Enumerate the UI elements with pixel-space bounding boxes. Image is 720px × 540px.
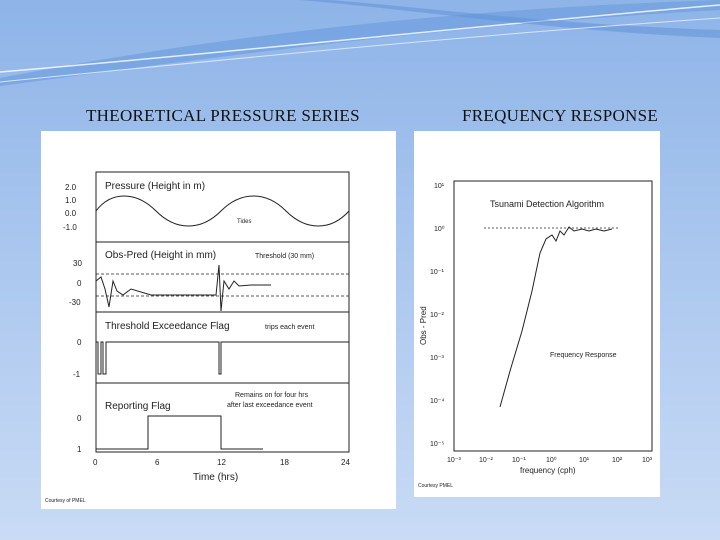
panel-annotation-remains: Remains on for four hrs bbox=[235, 392, 309, 399]
panel-title-reporting: Reporting Flag bbox=[105, 401, 171, 412]
xtick-frequency: 10⁰ bbox=[546, 456, 557, 464]
xtick-frequency: 10⁻¹ bbox=[512, 457, 526, 464]
ytick-response: 10¹ bbox=[434, 183, 445, 190]
ytick-pressure: 1.0 bbox=[65, 196, 77, 205]
ytick-response: 10⁻² bbox=[430, 312, 444, 319]
xtick-frequency: 10² bbox=[612, 457, 623, 464]
x-axis-label: frequency (cph) bbox=[520, 466, 576, 475]
x-axis-label: Time (hrs) bbox=[193, 472, 238, 483]
panel-annotation-after: after last exceedance event bbox=[227, 402, 313, 409]
xtick-frequency: 10⁻² bbox=[479, 457, 493, 464]
pressure-series-figure: Pressure (Height in m) Tides Obs-Pred (H… bbox=[41, 131, 396, 509]
left-heading: THEORETICAL PRESSURE SERIES bbox=[86, 106, 360, 125]
ytick-pressure: 0.0 bbox=[65, 209, 77, 218]
reporting-flag-trace bbox=[96, 415, 263, 450]
credit-right: Courtesy PMEL bbox=[418, 483, 453, 489]
exceedance-flag-trace bbox=[96, 341, 349, 375]
xtick-frequency: 10³ bbox=[642, 457, 653, 464]
xtick-frequency: 10⁻³ bbox=[447, 457, 461, 464]
ytick-response: 10⁻⁵ bbox=[430, 441, 444, 448]
xtick-time: 24 bbox=[341, 458, 350, 467]
y-axis-label: Obs - Pred bbox=[419, 306, 428, 345]
ytick-response: 10⁻⁴ bbox=[430, 398, 445, 405]
xtick-time: 0 bbox=[93, 458, 98, 467]
ytick-response: 10⁻¹ bbox=[430, 269, 444, 276]
credit-left: Courtesy of PMEL bbox=[45, 498, 86, 504]
panel-annotation-threshold: Threshold (30 mm) bbox=[255, 253, 314, 260]
tide-sine-curve bbox=[95, 195, 350, 227]
ytick-reporting: 0 bbox=[77, 414, 82, 423]
ytick-response: 10⁰ bbox=[434, 225, 445, 233]
ytick-pressure: -1.0 bbox=[63, 223, 77, 232]
xtick-time: 6 bbox=[155, 458, 160, 467]
response-title: Tsunami Detection Algorithm bbox=[490, 199, 604, 209]
right-heading: FREQUENCY RESPONSE bbox=[462, 106, 659, 125]
panel-title-pressure: Pressure (Height in m) bbox=[105, 181, 205, 192]
panel-title-exceedance: Threshold Exceedance Flag bbox=[105, 321, 230, 332]
panel-annotation-trips: trips each event bbox=[265, 324, 314, 331]
ytick-obs-pred: -30 bbox=[69, 298, 81, 307]
ytick-pressure: 2.0 bbox=[65, 183, 77, 192]
frequency-response-figure: Tsunami Detection Algorithm Frequency Re… bbox=[414, 131, 660, 497]
ytick-exceedance: -1 bbox=[73, 370, 81, 379]
xtick-frequency: 10¹ bbox=[579, 457, 590, 464]
plot-frame bbox=[453, 180, 653, 452]
xtick-time: 18 bbox=[280, 458, 289, 467]
header-swoosh-decoration bbox=[0, 0, 720, 86]
ytick-response: 10⁻³ bbox=[430, 355, 444, 362]
ytick-reporting: 1 bbox=[77, 445, 82, 454]
ytick-obs-pred: 30 bbox=[73, 259, 82, 268]
obs-pred-curve bbox=[95, 264, 271, 312]
panel-title-obs-pred: Obs-Pred (Height in mm) bbox=[105, 250, 216, 261]
ytick-obs-pred: 0 bbox=[77, 279, 82, 288]
panel-annotation-tides: Tides bbox=[237, 219, 251, 225]
frequency-response-label: Frequency Response bbox=[550, 352, 617, 359]
ytick-exceedance: 0 bbox=[77, 338, 82, 347]
frequency-response-curve bbox=[499, 226, 613, 408]
xtick-time: 12 bbox=[217, 458, 226, 467]
